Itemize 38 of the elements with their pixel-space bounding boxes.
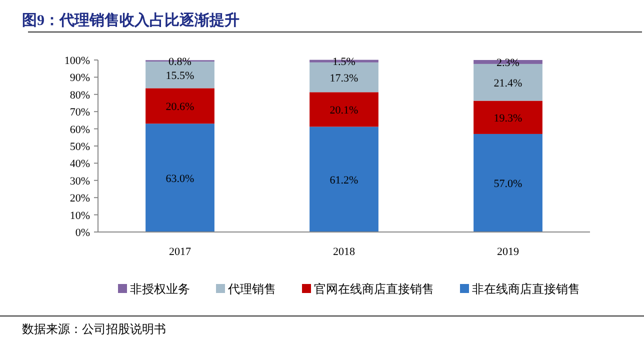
data-label: 20.1% xyxy=(330,104,358,116)
data-label: 1.5% xyxy=(332,56,356,68)
data-label: 20.6% xyxy=(166,100,194,113)
legend-label: 非在线商店直接销售 xyxy=(472,282,580,296)
bar xyxy=(310,92,378,127)
y-tick-label: 80% xyxy=(70,89,90,102)
bar xyxy=(310,126,378,232)
data-label: 21.4% xyxy=(494,77,522,90)
chart-title: 图9：代理销售收入占比逐渐提升 xyxy=(22,12,240,29)
x-tick-label: 2017 xyxy=(169,246,192,258)
x-tick-label: 2019 xyxy=(497,246,520,258)
y-tick-label: 90% xyxy=(70,72,90,84)
bar xyxy=(146,88,214,124)
y-tick-label: 20% xyxy=(70,192,90,205)
x-tick-label: 2018 xyxy=(333,246,356,258)
data-label: 57.0% xyxy=(494,178,522,190)
y-tick-label: 60% xyxy=(70,124,90,136)
legend-label: 代理销售 xyxy=(227,282,276,296)
source-note: 数据来源：公司招股说明书 xyxy=(22,322,166,336)
data-label: 61.2% xyxy=(330,174,358,186)
data-label: 19.3% xyxy=(494,112,522,124)
data-label: 0.8% xyxy=(168,56,192,68)
y-tick-label: 40% xyxy=(70,158,90,170)
bar xyxy=(146,124,214,232)
y-tick-label: 0% xyxy=(75,227,90,239)
data-label: 17.3% xyxy=(330,72,358,84)
y-tick-label: 70% xyxy=(70,106,90,119)
legend-label: 官网在线商店直接销售 xyxy=(314,282,434,296)
y-tick-label: 10% xyxy=(70,210,90,222)
data-label: 2.3% xyxy=(496,56,520,69)
bar xyxy=(474,134,542,232)
y-tick-label: 100% xyxy=(64,55,90,67)
data-label: 63.0% xyxy=(166,172,194,185)
y-tick-label: 50% xyxy=(70,141,90,153)
legend-label: 非授权业务 xyxy=(130,282,190,296)
y-tick-label: 30% xyxy=(70,175,90,188)
bar xyxy=(474,100,542,134)
data-label: 15.5% xyxy=(166,70,194,82)
